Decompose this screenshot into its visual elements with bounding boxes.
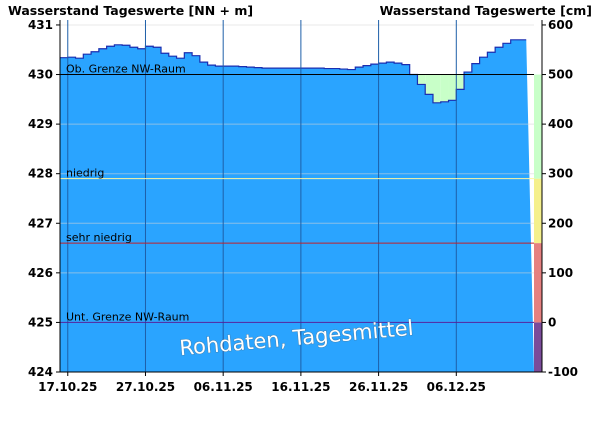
below-limit-area bbox=[440, 74, 449, 102]
status-band bbox=[534, 74, 542, 179]
left-tick-label: 431 bbox=[28, 18, 53, 32]
right-axis-title: Wasserstand Tageswerte [cm] bbox=[380, 3, 592, 18]
status-band bbox=[534, 178, 542, 244]
left-tick-label: 430 bbox=[28, 68, 53, 82]
threshold-label: Unt. Grenze NW-Raum bbox=[66, 310, 189, 323]
below-limit-area bbox=[432, 74, 441, 103]
threshold-label: niedrig bbox=[66, 167, 104, 180]
threshold-label: sehr niedrig bbox=[66, 231, 132, 244]
below-limit-area bbox=[456, 74, 465, 90]
left-tick-label: 425 bbox=[28, 315, 53, 329]
water-level-area bbox=[60, 39, 534, 372]
right-tick-label: 300 bbox=[548, 167, 573, 181]
status-band bbox=[534, 243, 542, 323]
x-tick-label: 26.11.25 bbox=[349, 380, 408, 394]
left-axis-title: Wasserstand Tageswerte [NN + m] bbox=[8, 3, 253, 18]
below-limit-area bbox=[425, 74, 433, 95]
left-tick-label: 427 bbox=[28, 216, 53, 230]
below-limit-area bbox=[417, 74, 426, 85]
x-tick-label: 27.10.25 bbox=[116, 380, 175, 394]
right-tick-label: 200 bbox=[548, 216, 573, 230]
plot-area: Ob. Grenze NW-Raum niedrig sehr niedrig Unt… bbox=[60, 20, 542, 373]
right-tick-label: 600 bbox=[548, 18, 573, 32]
right-tick-label: 100 bbox=[548, 266, 573, 280]
left-tick-label: 424 bbox=[28, 365, 53, 379]
x-tick-label: 17.10.25 bbox=[38, 380, 97, 394]
water-level-line bbox=[60, 39, 527, 104]
right-tick-label: 400 bbox=[548, 117, 573, 131]
left-tick-label: 428 bbox=[28, 167, 53, 181]
x-tick-label: 16.11.25 bbox=[271, 380, 330, 394]
left-tick-label: 426 bbox=[28, 266, 53, 280]
left-tick-label: 429 bbox=[28, 117, 53, 131]
threshold-label: Ob. Grenze NW-Raum bbox=[66, 63, 186, 76]
axes: 431 430 429 428 427 426 425 424 600 500 400 300 200 1… bbox=[28, 18, 578, 394]
right-tick-label: 0 bbox=[548, 315, 556, 329]
below-limit-area bbox=[448, 74, 457, 101]
right-tick-label: 500 bbox=[548, 68, 573, 82]
x-tick-label: 06.12.25 bbox=[427, 380, 486, 394]
x-tick-label: 06.11.25 bbox=[194, 380, 253, 394]
status-band bbox=[534, 322, 542, 372]
right-tick-label: -100 bbox=[548, 365, 578, 379]
